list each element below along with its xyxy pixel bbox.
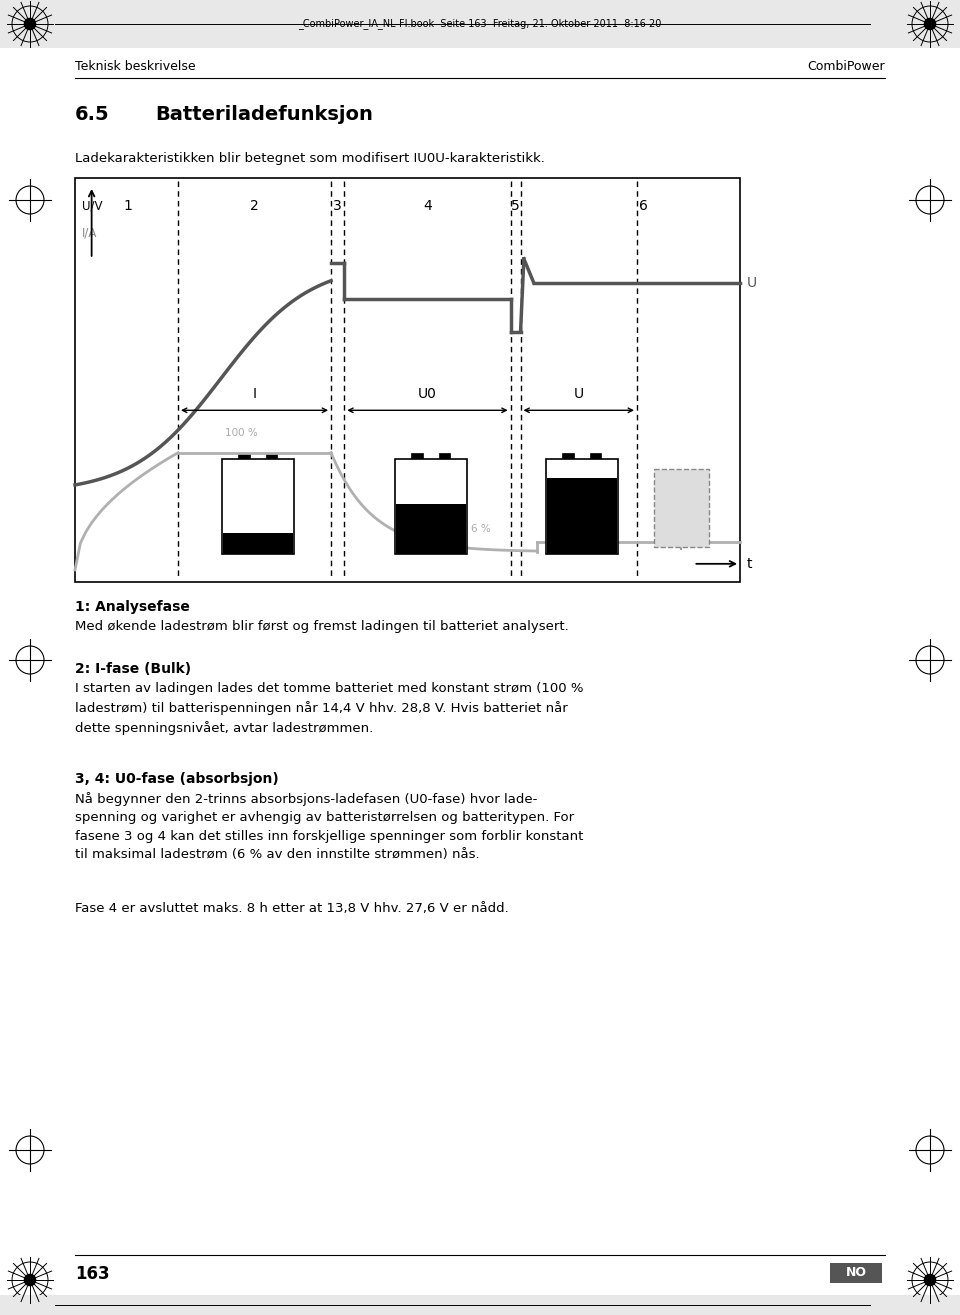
Text: 2: 2: [251, 200, 259, 213]
Text: U: U: [574, 387, 584, 401]
Text: I/A: I/A: [82, 226, 97, 239]
Text: 2: I-fase (Bulk): 2: I-fase (Bulk): [75, 661, 191, 676]
Bar: [75, 178, 740, 583]
Bar: [654, 469, 708, 547]
Text: Ladekarakteristikken blir betegnet som modifisert IU0U-karakteristikk.: Ladekarakteristikken blir betegnet som m…: [75, 153, 545, 164]
Bar: [222, 459, 294, 554]
Bar: [411, 454, 422, 459]
Text: 6 %: 6 %: [470, 525, 491, 534]
Text: Med økende ladestrøm blir først og fremst ladingen til batteriet analysert.: Med økende ladestrøm blir først og frems…: [75, 619, 568, 633]
Bar: [266, 454, 277, 459]
Text: t: t: [747, 556, 752, 571]
Text: Teknisk beskrivelse: Teknisk beskrivelse: [75, 60, 196, 74]
Text: NO: NO: [846, 1266, 867, 1279]
Text: U0: U0: [418, 387, 437, 401]
Bar: [547, 477, 616, 554]
Text: 1: Analysefase: 1: Analysefase: [75, 600, 190, 614]
Bar: [439, 454, 450, 459]
Circle shape: [24, 17, 36, 30]
Text: I: I: [678, 539, 683, 552]
Bar: [0, 1295, 960, 1315]
Text: 3, 4: U0-fase (absorbsjon): 3, 4: U0-fase (absorbsjon): [75, 772, 278, 786]
Text: 5: 5: [511, 200, 519, 213]
Text: Batteriladefunksjon: Batteriladefunksjon: [155, 105, 372, 124]
Text: 163: 163: [75, 1265, 109, 1283]
Text: U: U: [747, 276, 756, 291]
Text: CombiPower: CombiPower: [807, 60, 885, 74]
Text: I starten av ladingen lades det tomme batteriet med konstant strøm (100 %
ladest: I starten av ladingen lades det tomme ba…: [75, 682, 584, 735]
Text: 6.5: 6.5: [75, 105, 109, 124]
Text: Fase 4 er avsluttet maks. 8 h etter at 13,8 V hhv. 27,6 V er nådd.: Fase 4 er avsluttet maks. 8 h etter at 1…: [75, 902, 509, 915]
Bar: [545, 459, 617, 554]
Bar: [238, 454, 250, 459]
Text: 4: 4: [423, 200, 432, 213]
Bar: [396, 505, 466, 554]
Text: U/V: U/V: [82, 200, 102, 213]
Circle shape: [924, 17, 936, 30]
Bar: [563, 454, 574, 459]
Bar: [223, 533, 293, 554]
Bar: [395, 459, 467, 554]
Bar: [830, 1262, 882, 1283]
Bar: [589, 454, 601, 459]
Text: 1: 1: [124, 200, 132, 213]
Text: I: I: [252, 387, 256, 401]
Text: Nå begynner den 2-trinns absorbsjons-ladefasen (U0-fase) hvor lade-
spenning og : Nå begynner den 2-trinns absorbsjons-lad…: [75, 792, 584, 861]
Circle shape: [924, 1274, 936, 1286]
Bar: [0, 0, 960, 49]
Text: 3: 3: [333, 200, 342, 213]
Text: _CombiPower_IA_NL-FI.book  Seite 163  Freitag, 21. Oktober 2011  8:16 20: _CombiPower_IA_NL-FI.book Seite 163 Frei…: [299, 18, 661, 29]
Text: 6: 6: [639, 200, 648, 213]
Text: 100 %: 100 %: [225, 427, 257, 438]
Circle shape: [24, 1274, 36, 1286]
